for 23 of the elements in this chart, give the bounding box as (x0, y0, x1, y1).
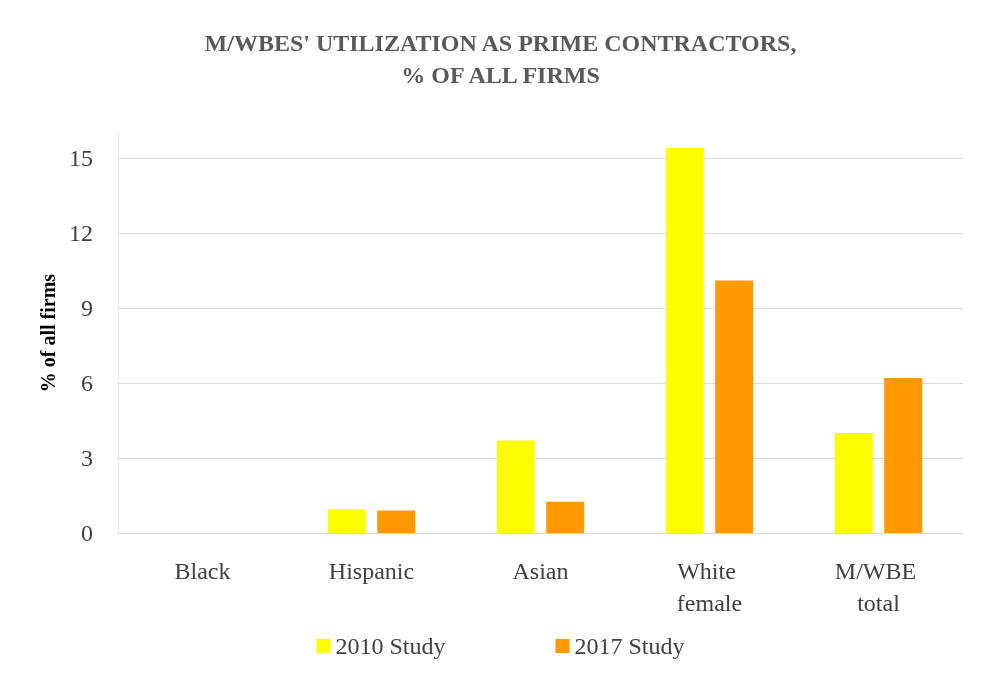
y-tick-label: 9 (81, 295, 93, 321)
bar (834, 433, 873, 533)
x-tick-label: White female (676, 558, 743, 616)
y-tick-label: 3 (81, 445, 93, 471)
legend-label: 2017 Study (574, 633, 685, 659)
y-tick-label: 15 (69, 145, 93, 171)
x-tick-label: Asian (512, 558, 569, 584)
x-tick-label: Hispanic (328, 558, 415, 584)
bar (496, 440, 535, 533)
legend-label: 2010 Study (335, 633, 446, 659)
y-tick-label: 12 (69, 220, 93, 246)
chart-title: M/WBES' UTILIZATION AS PRIME CONTRACTORS, % OF ALL FIRMS (204, 30, 797, 88)
bar (377, 510, 416, 533)
y-axis-title: % of all firms (37, 273, 60, 393)
bar (884, 378, 923, 533)
bar (327, 509, 366, 533)
x-tick-label: Black (174, 558, 231, 584)
bar (665, 148, 704, 533)
bar (715, 280, 754, 533)
y-tick-label: 6 (81, 370, 93, 396)
y-tick-label: 0 (81, 520, 93, 546)
bar (546, 501, 585, 533)
x-tick-label: M/WBE total (834, 558, 923, 616)
